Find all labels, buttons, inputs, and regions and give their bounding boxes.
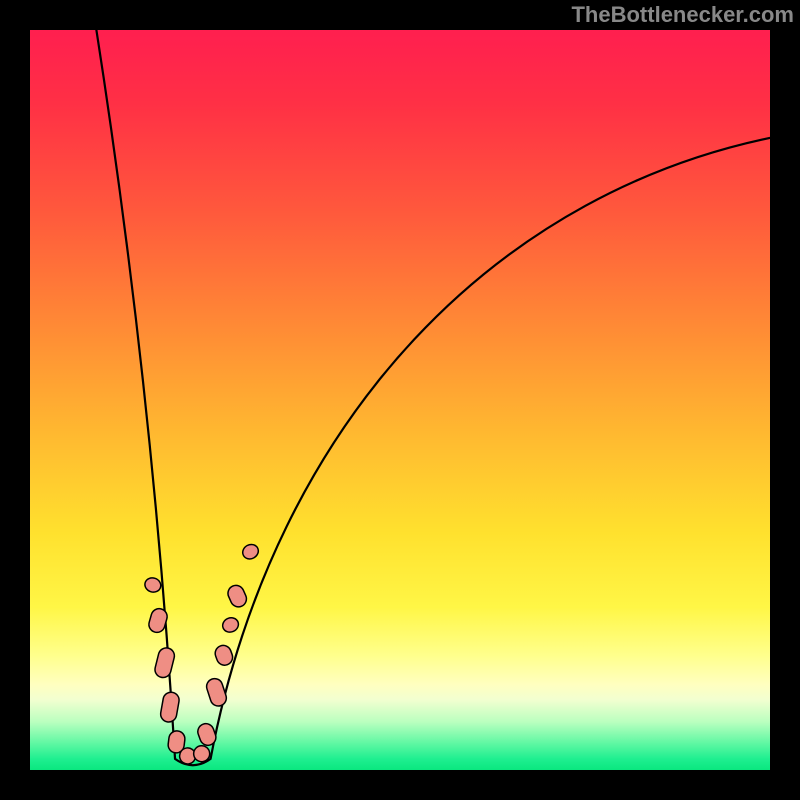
chart-root: TheBottlenecker.com xyxy=(0,0,800,800)
data-marker xyxy=(225,583,249,610)
watermark-text: TheBottlenecker.com xyxy=(571,2,794,28)
chart-overlay xyxy=(30,30,770,770)
plot-area xyxy=(30,30,770,770)
data-marker xyxy=(159,691,180,723)
data-marker xyxy=(240,542,261,562)
data-marker xyxy=(153,646,176,679)
data-marker xyxy=(213,643,235,667)
data-marker xyxy=(196,721,219,747)
data-marker xyxy=(205,677,229,709)
data-marker xyxy=(143,576,163,594)
bottleneck-curve xyxy=(93,30,770,765)
data-marker xyxy=(221,615,241,634)
